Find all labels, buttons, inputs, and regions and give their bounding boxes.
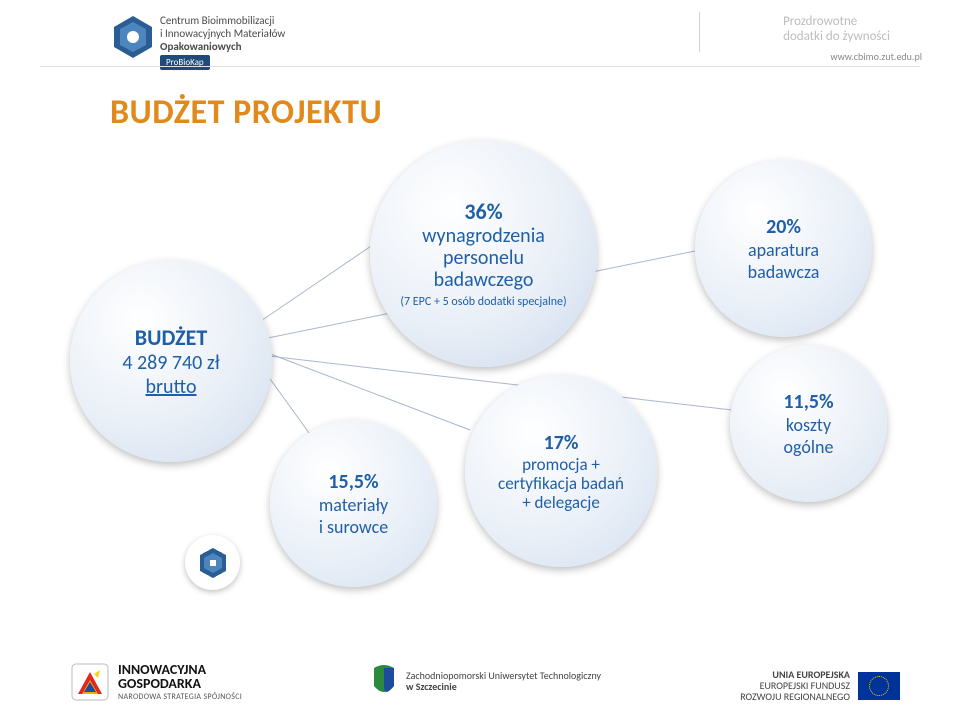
ap-pct: 20% [766,215,801,239]
materials-pct: 15,5% [328,470,378,494]
wyn-line1: wynagrodzenia [422,225,545,247]
footer-left: INNOWACYJNA GOSPODARKA NARODOWA STRATEGI… [70,661,242,702]
org-line2: i Innowacyjnych Materiałów [160,27,285,40]
mini-hex-icon [185,535,240,590]
bubble-wynagrodzenia: 36% wynagrodzenia personelu badawczego (… [370,140,597,367]
org-name: Centrum Bioimmobilizacji i Innowacyjnych… [160,14,285,70]
site-url: www.cbimo.zut.edu.pl [830,50,922,63]
prom-pct: 17% [544,431,579,455]
ko-line1: koszty [786,414,831,436]
materials-line1: materiały [319,494,388,516]
org-line1: Centrum Bioimmobilizacji [160,14,274,27]
ig-sub: NARODOWA STRATEGIA SPÓJNOŚCI [118,692,242,702]
budget-amount: 4 289 740 zł [122,351,219,375]
bubble-koszty: 11,5% koszty ogólne [730,345,887,502]
prom-line3: + delegacje [522,493,600,512]
footer: INNOWACYJNA GOSPODARKA NARODOWA STRATEGI… [0,642,960,702]
org-line3: Opakowaniowych [160,40,242,53]
footer-center-text: Zachodniopomorski Uniwersytet Technologi… [406,670,601,692]
budget-title: BUDŻET [135,324,207,351]
bubble-promocja: 17% promocja + certyfikacja badań + dele… [465,375,657,567]
ko-pct: 11,5% [783,390,833,414]
tagline-line2: dodatki do żywności [783,29,890,44]
bubble-aparatura: 20% aparatura badawcza [695,160,872,337]
eu-flag-icon [858,672,900,700]
bubble-budget: BUDŻET 4 289 740 zł brutto [70,260,272,462]
probiokap-badge: ProBioKap [160,55,210,70]
tagline: Prozdrowotne dodatki do żywności [783,14,890,44]
eu-line3: ROZWOJU REGIONALNEGO [740,690,850,703]
bubble-materials: 15,5% materiały i surowce [270,420,437,587]
footer-left-text: INNOWACYJNA GOSPODARKA NARODOWA STRATEGI… [118,661,242,702]
zut-line2: w Szczecinie [406,680,457,693]
zut-logo-icon [370,664,398,698]
footer-right: UNIA EUROPEJSKA EUROPEJSKI FUNDUSZ ROZWO… [740,669,900,702]
ap-line2: badawcza [748,261,820,283]
footer-right-text: UNIA EUROPEJSKA EUROPEJSKI FUNDUSZ ROZWO… [740,669,850,702]
ap-line1: aparatura [748,239,819,261]
budget-diagram: BUDŻET 4 289 740 zł brutto 15,5% materia… [60,150,900,570]
header: Centrum Bioimmobilizacji i Innowacyjnych… [0,8,960,68]
prom-line1: promocja + [522,455,600,474]
header-rule [40,66,920,67]
wyn-pct: 36% [464,198,502,225]
wyn-sub: (7 EPC + 5 osób dodatki specjalne) [400,295,566,309]
cbimo-logo-icon [110,14,156,60]
wyn-line3: badawczego [434,269,534,291]
ig-title2: GOSPODARKA [118,675,242,692]
materials-line2: i surowce [319,516,388,538]
ko-line2: ogólne [784,436,834,458]
header-divider [699,12,700,52]
wyn-line2: personelu [443,247,524,269]
prom-line2: certyfikacja badań [498,474,624,493]
page-title: BUDŻET PROJEKTU [110,92,382,133]
tagline-line1: Prozdrowotne [783,14,857,29]
footer-center: Zachodniopomorski Uniwersytet Technologi… [370,664,601,698]
budget-brutto: brutto [145,375,196,399]
innowacyjna-gospodarka-icon [70,662,110,702]
